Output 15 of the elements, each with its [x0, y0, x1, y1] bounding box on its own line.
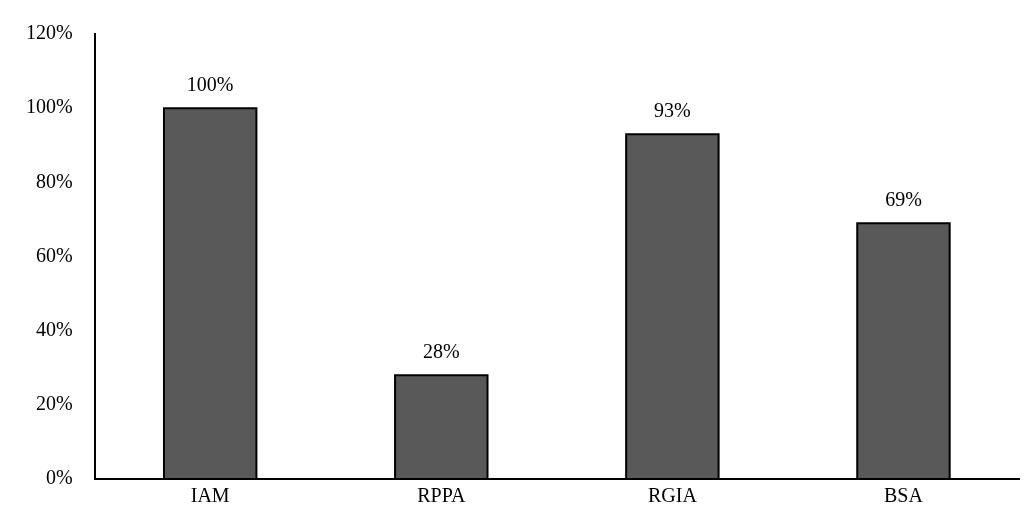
x-tick-label: BSA: [884, 484, 924, 507]
y-tick-label: 20%: [35, 392, 73, 415]
data-label: 93%: [654, 99, 691, 122]
x-tick-label: RGIA: [647, 484, 698, 507]
y-tick-label: 120%: [25, 21, 73, 44]
y-tick-label: 80%: [35, 169, 73, 192]
data-label: 100%: [186, 73, 234, 96]
y-tick-label: 100%: [25, 95, 73, 118]
data-label: 28%: [422, 340, 460, 363]
y-tick-label: 0%: [45, 466, 73, 489]
x-tick-label: IAM: [190, 484, 230, 507]
y-tick-label: 40%: [35, 317, 73, 340]
x-tick-label: RPPA: [417, 484, 466, 507]
data-label: 69%: [885, 188, 922, 211]
y-tick-label: 60%: [35, 243, 73, 266]
